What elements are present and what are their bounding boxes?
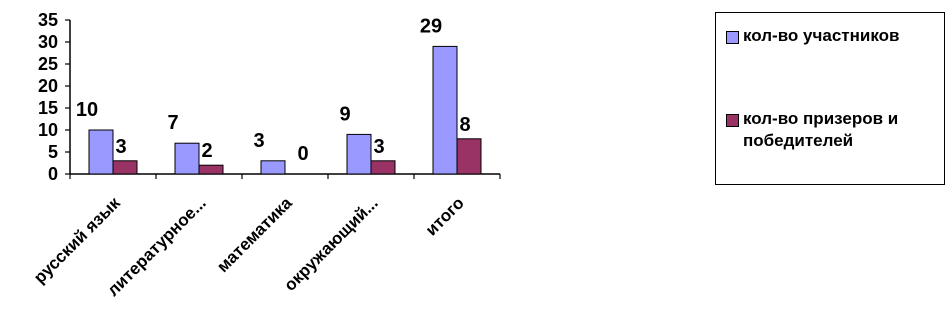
category-label: окружающий... xyxy=(280,193,381,294)
y-tick-label: 15 xyxy=(38,98,58,118)
data-label-participants: 9 xyxy=(339,103,350,125)
bar-winners xyxy=(370,160,396,175)
data-label-participants: 29 xyxy=(420,15,442,37)
legend-label-winners: кол-во призеров и победителей xyxy=(743,109,899,150)
bar-participants xyxy=(174,142,200,175)
category-label: математика xyxy=(213,193,296,276)
legend-item-winners: кол-во призеров и победителей xyxy=(726,108,943,152)
bar-winners xyxy=(198,164,224,175)
bar-winners xyxy=(456,138,482,175)
legend-label-participants: кол-во участников xyxy=(743,26,900,45)
data-label-winners: 2 xyxy=(201,140,212,162)
bar-participants xyxy=(432,45,458,175)
y-tick-label: 20 xyxy=(38,76,58,96)
bar-participants xyxy=(88,129,114,175)
y-tick-label: 0 xyxy=(48,164,58,184)
data-label-winners: 0 xyxy=(297,143,308,165)
bar-participants xyxy=(260,160,286,175)
y-tick-label: 25 xyxy=(38,54,58,74)
y-tick-label: 10 xyxy=(38,120,58,140)
legend-swatch-winners xyxy=(726,114,739,127)
data-label-participants: 3 xyxy=(253,130,264,152)
chart-legend: кол-во участников кол-во призеров и побе… xyxy=(715,12,945,185)
category-label: русский язык xyxy=(30,193,124,287)
chart-bars xyxy=(88,45,482,175)
legend-swatch-participants xyxy=(726,31,739,44)
data-label-winners: 3 xyxy=(373,136,384,158)
category-label: итого xyxy=(422,193,468,239)
data-label-participants: 10 xyxy=(76,99,98,121)
bar-winners xyxy=(112,160,138,175)
chart-data-labels: 10 3 7 2 3 0 9 3 29 8 xyxy=(76,15,471,165)
bar-participants xyxy=(346,133,372,175)
data-label-participants: 7 xyxy=(167,112,178,134)
legend-item-participants: кол-во участников xyxy=(726,25,943,47)
y-tick-label: 35 xyxy=(38,10,58,30)
y-tick-label: 30 xyxy=(38,32,58,52)
data-label-winners: 8 xyxy=(459,114,470,136)
y-tick-label: 5 xyxy=(48,142,58,162)
data-label-winners: 3 xyxy=(115,136,126,158)
